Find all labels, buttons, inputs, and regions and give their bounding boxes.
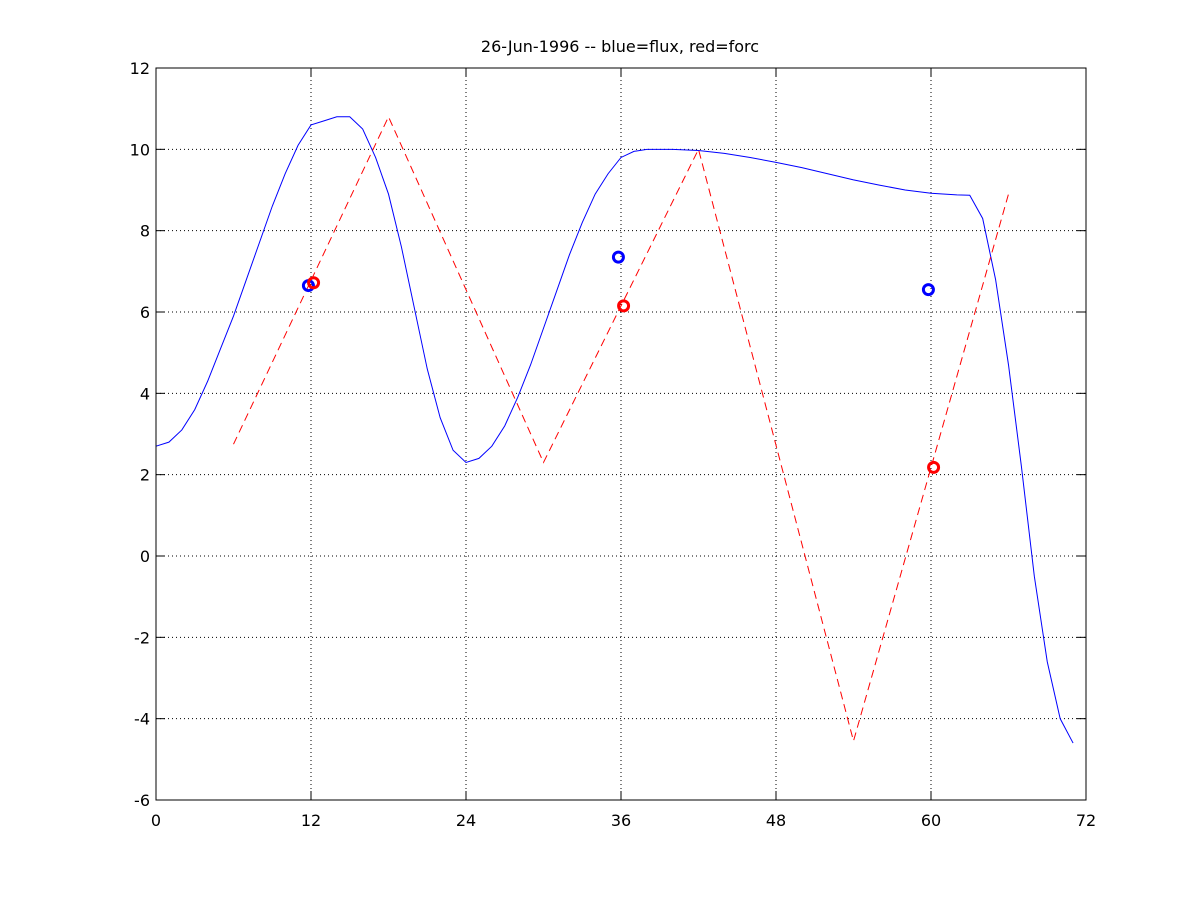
data-marker-4 bbox=[617, 299, 631, 313]
x-axis-tick-labels: 0 12 24 36 48 60 72 bbox=[151, 811, 1096, 830]
plot-area bbox=[156, 68, 1086, 800]
x-tick-label: 0 bbox=[151, 811, 161, 830]
marker-layer bbox=[301, 250, 941, 474]
data-marker-2 bbox=[307, 276, 321, 290]
x-tick-label: 60 bbox=[921, 811, 941, 830]
series-layer bbox=[155, 115, 1074, 744]
y-tick-label: -6 bbox=[134, 791, 150, 810]
y-tick-label: 4 bbox=[140, 384, 150, 403]
data-marker-6 bbox=[927, 460, 941, 474]
x-tick-label: 24 bbox=[456, 811, 476, 830]
y-tick-label: 2 bbox=[140, 466, 150, 485]
x-tick-label: 12 bbox=[301, 811, 321, 830]
x-tick-label: 48 bbox=[766, 811, 786, 830]
series-line-2 bbox=[233, 115, 1009, 743]
y-tick-label: 12 bbox=[130, 59, 150, 78]
data-marker-3 bbox=[611, 250, 625, 264]
series-line-1 bbox=[155, 116, 1074, 744]
y-tick-label: 6 bbox=[140, 303, 150, 322]
data-marker-5 bbox=[921, 283, 935, 297]
x-tick-label: 36 bbox=[611, 811, 631, 830]
x-tick-label: 72 bbox=[1076, 811, 1096, 830]
y-axis-tick-labels: -6 -4 -2 0 2 4 6 8 10 12 bbox=[130, 59, 150, 810]
grid-lines bbox=[156, 68, 1086, 800]
y-tick-label: 8 bbox=[140, 222, 150, 241]
y-tick-label: -2 bbox=[134, 628, 150, 647]
y-tick-label: 0 bbox=[140, 547, 150, 566]
y-tick-label: -4 bbox=[134, 710, 150, 729]
chart-title: 26-Jun-1996 -- blue=flux, red=forc bbox=[481, 37, 759, 56]
y-tick-label: 10 bbox=[130, 140, 150, 159]
axis-ticks bbox=[155, 67, 1087, 801]
